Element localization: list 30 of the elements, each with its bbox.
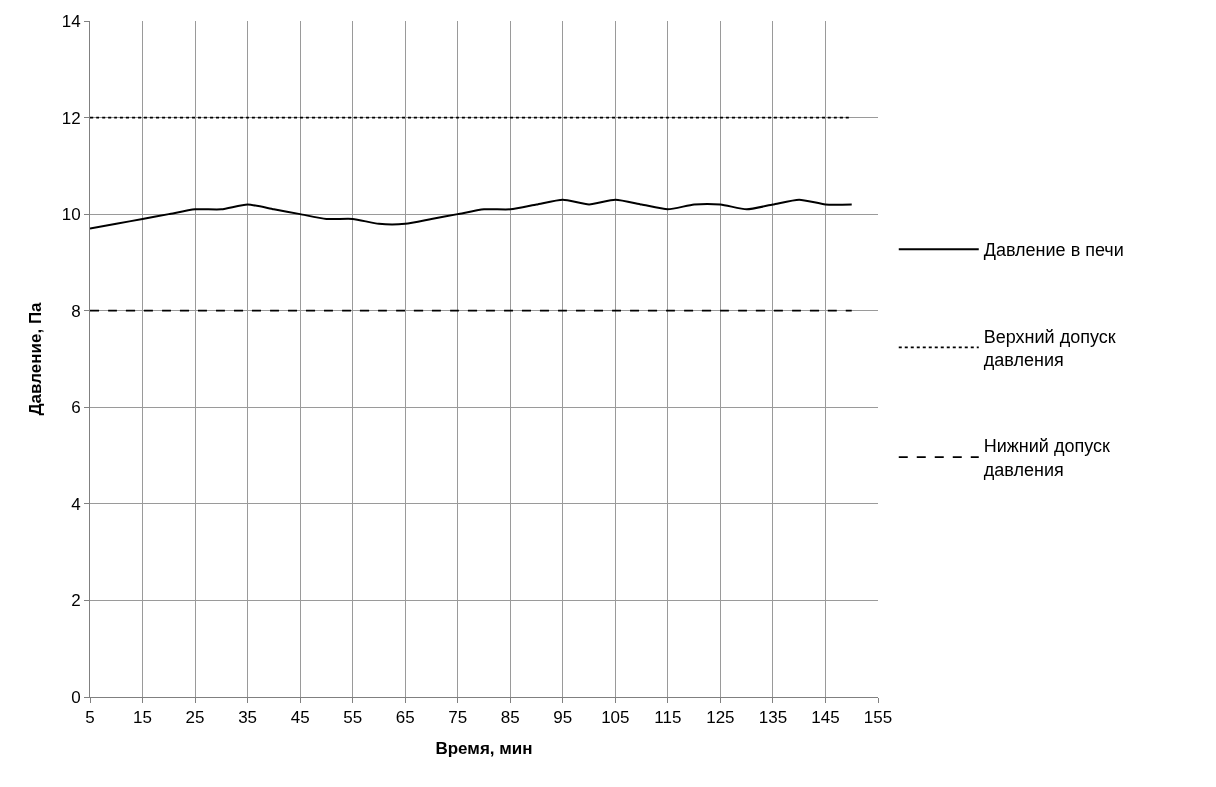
x-tick-label: 95 (553, 708, 573, 728)
legend-label: Давление в печи (983, 240, 1124, 261)
x-tick-label: 5 (85, 708, 95, 728)
x-tick-label: 15 (133, 708, 152, 728)
x-tick-label: 45 (290, 708, 310, 728)
y-tick-label: 12 (61, 108, 81, 128)
x-tick-label: 65 (395, 708, 415, 728)
y-axis-title: Давление, Па (26, 301, 46, 416)
x-tick-label: 25 (185, 708, 205, 728)
x-tick-label: 135 (758, 708, 788, 728)
x-tick-label: 35 (238, 708, 258, 728)
legend-label: Верхний допуск давления (983, 326, 1116, 371)
x-tick-label: 105 (601, 708, 630, 728)
y-tick-label: 6 (71, 398, 81, 418)
x-tick-label: 125 (706, 708, 735, 728)
y-tick-label: 4 (71, 494, 81, 514)
x-axis-title: Время, мин (435, 738, 533, 758)
x-tick-label: 75 (448, 708, 468, 728)
y-tick-label: 10 (61, 205, 81, 225)
line-series (90, 198, 853, 230)
x-tick-label: 145 (811, 708, 840, 728)
y-tick-label: 14 (61, 11, 81, 31)
x-tick-label: 85 (500, 708, 520, 728)
legend-label: Нижний допуск давления (983, 436, 1110, 480)
x-tick-label: 155 (863, 708, 893, 728)
y-tick-label: 8 (71, 301, 81, 321)
y-tick-label: 2 (71, 591, 81, 611)
y-tick-label: 0 (71, 687, 81, 707)
x-tick-label: 115 (654, 708, 682, 728)
x-tick-label: 55 (343, 708, 363, 728)
